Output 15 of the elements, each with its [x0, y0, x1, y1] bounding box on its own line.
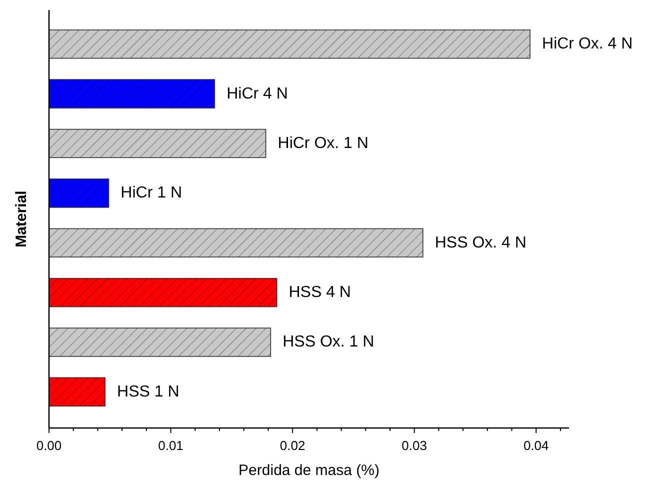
y-tick-label: HSS 4 N — [288, 284, 351, 302]
y-tick-label: HiCr Ox. 4 N — [542, 36, 633, 53]
x-tick-label: 0.03 — [402, 438, 427, 453]
y-tick-label: HiCr Ox. 1 N — [278, 134, 368, 152]
y-tick-label: HSS 1 N — [117, 383, 180, 400]
x-tick-label: 0.01 — [158, 438, 184, 453]
y-tick-label: HiCr 1 N — [120, 184, 182, 202]
y-tick-label: HSS Ox. 4 N — [434, 234, 526, 252]
y-tick-label: HSS Ox. 1 N — [282, 334, 374, 351]
y-tick-label: HiCr 4 N — [226, 85, 288, 102]
y-axis-title: Material — [13, 190, 30, 248]
x-axis-title: Perdida de masa (%) — [238, 462, 380, 479]
x-tick-label: 0.00 — [36, 438, 62, 453]
x-tick-label: 0.04 — [523, 438, 549, 453]
x-tick-label: 0.02 — [280, 438, 306, 453]
